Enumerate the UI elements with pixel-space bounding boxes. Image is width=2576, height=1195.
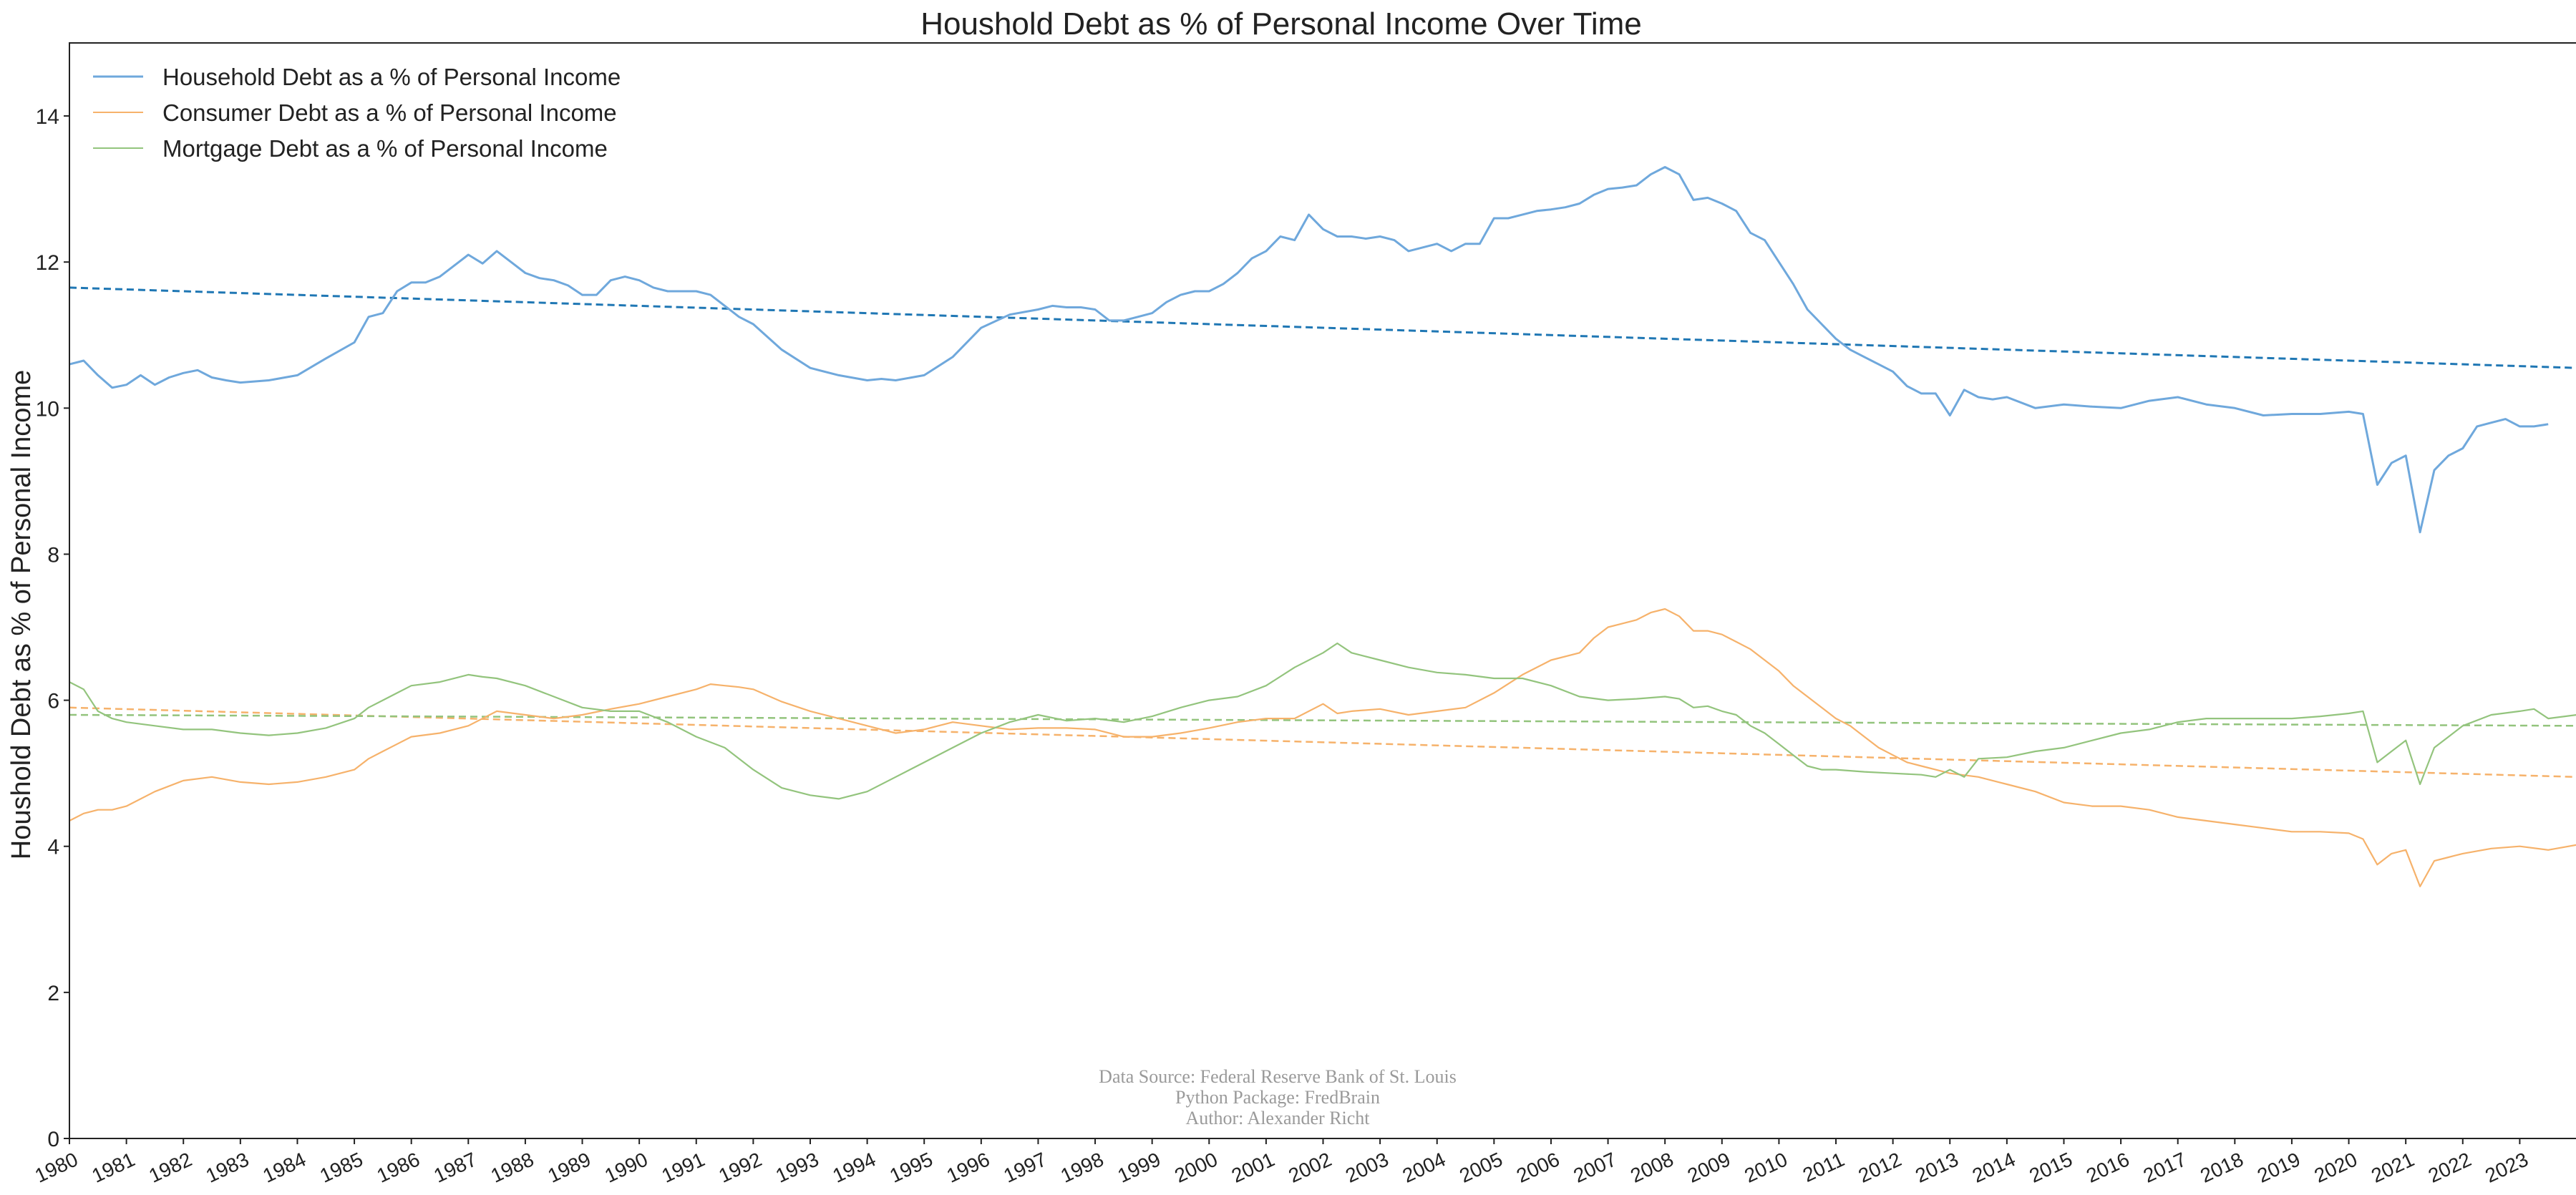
series-line-0 xyxy=(69,166,2549,534)
chart-title: Houshold Debt as % of Personal Income Ov… xyxy=(920,6,1642,42)
plot-frame xyxy=(69,42,2576,1139)
credits: Data Source: Federal Reserve Bank of St.… xyxy=(1099,1066,1457,1128)
legend-label-household: Household Debt as a % of Personal Income xyxy=(162,64,621,90)
y-tick-label: 10 xyxy=(36,397,59,421)
series-lines xyxy=(69,166,2576,888)
series-line-2 xyxy=(69,642,2576,800)
y-tick-label: 6 xyxy=(47,690,59,713)
y-axis-label: Houshold Debt as % of Personal Income xyxy=(6,370,37,859)
legend: Household Debt as a % of Personal Income… xyxy=(93,64,621,162)
credit-python-package: Python Package: FredBrain xyxy=(1175,1087,1380,1108)
trend-line xyxy=(69,286,2576,369)
y-tick-label: 0 xyxy=(47,1128,59,1151)
y-tick-label: 12 xyxy=(36,251,59,275)
series-line-1 xyxy=(69,608,2576,888)
credit-data-source: Data Source: Federal Reserve Bank of St.… xyxy=(1099,1066,1457,1087)
y-tick-label: 14 xyxy=(36,105,59,129)
legend-label-mortgage: Mortgage Debt as a % of Personal Income xyxy=(162,135,608,162)
credit-author: Author: Alexander Richt xyxy=(1185,1108,1370,1128)
trend-line xyxy=(69,706,2576,778)
y-tick-label: 8 xyxy=(47,543,59,567)
y-tick-label: 2 xyxy=(47,982,59,1005)
y-tick-labels: 0 2 4 6 8 10 12 14 xyxy=(36,105,69,1151)
y-tick-label: 4 xyxy=(47,836,59,859)
legend-label-consumer: Consumer Debt as a % of Personal Income xyxy=(162,99,617,126)
